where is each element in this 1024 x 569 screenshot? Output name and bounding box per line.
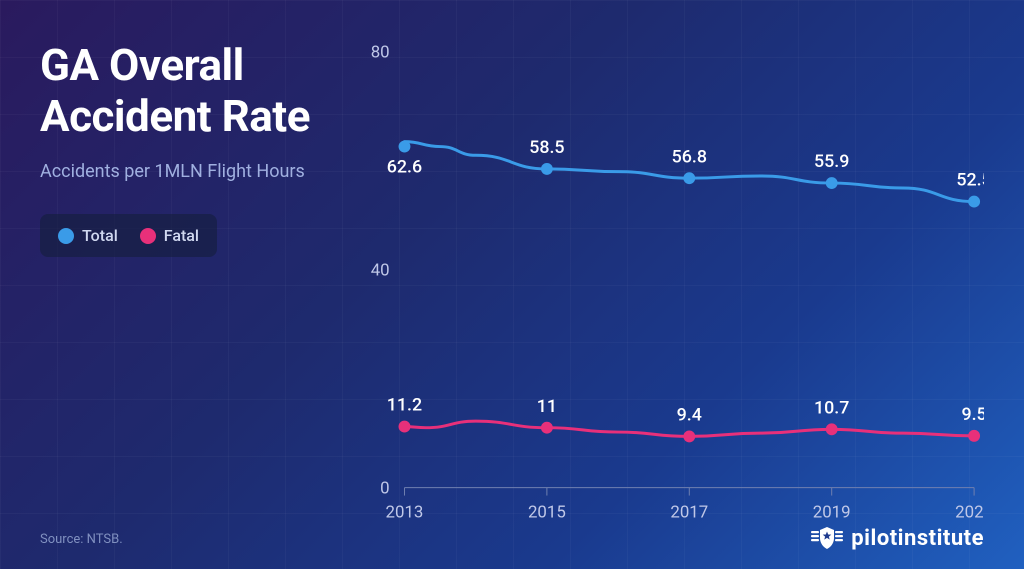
data-point-total (826, 177, 838, 189)
xtick-label: 2021 (955, 502, 984, 522)
data-point-total (541, 163, 553, 175)
brand-logo: pilotinstitute (811, 525, 984, 551)
legend-label-fatal: Fatal (164, 226, 199, 245)
xtick-label: 2015 (528, 502, 566, 522)
chart-subtitle: Accidents per 1MLN Flight Hours (40, 159, 340, 184)
data-label-total: 58.5 (529, 137, 564, 158)
legend-item-total: Total (58, 226, 118, 245)
wings-shield-icon (811, 525, 843, 551)
data-label-total: 55.9 (814, 151, 849, 172)
data-label-fatal: 11 (537, 396, 557, 417)
content-area: GA Overall Accident Rate Accidents per 1… (0, 0, 1024, 569)
legend-label-total: Total (82, 226, 118, 245)
data-point-fatal (399, 421, 411, 433)
data-point-total (399, 141, 411, 153)
data-point-total (968, 196, 980, 208)
data-point-fatal (683, 430, 695, 442)
chart-title: GA Overall Accident Rate (40, 40, 340, 141)
source-label: Source: NTSB. (40, 532, 123, 547)
data-label-fatal: 9.4 (677, 405, 702, 426)
ytick-label: 40 (371, 261, 390, 281)
chart-area: 0 40 80 2013 2015 2017 2019 2021 62.6 58.5 56.8 55.… (350, 40, 984, 539)
brand-text: pilotinstitute (851, 526, 984, 551)
data-label-total: 52.5 (956, 170, 984, 191)
xtick-label: 2013 (386, 502, 424, 522)
data-point-fatal (826, 423, 838, 435)
data-label-total: 62.6 (387, 156, 422, 177)
data-label-total: 56.8 (672, 146, 707, 167)
legend-dot-fatal (140, 228, 156, 244)
ytick-label: 80 (371, 43, 390, 63)
data-label-fatal: 11.2 (387, 395, 422, 416)
chart-svg: 0 40 80 2013 2015 2017 2019 2021 62.6 58.5 56.8 55.… (350, 40, 984, 539)
left-column: GA Overall Accident Rate Accidents per 1… (40, 40, 340, 539)
xtick-label: 2017 (670, 502, 708, 522)
data-label-fatal: 10.7 (814, 397, 849, 418)
xtick-label: 2019 (813, 502, 851, 522)
data-label-fatal: 9.5 (961, 404, 984, 425)
legend: Total Fatal (40, 214, 217, 257)
data-point-total (683, 172, 695, 184)
legend-item-fatal: Fatal (140, 226, 199, 245)
legend-dot-total (58, 228, 74, 244)
data-point-fatal (541, 422, 553, 434)
ytick-label: 0 (380, 479, 389, 499)
brand-name: pilotinstitute (851, 526, 984, 551)
data-point-fatal (968, 430, 980, 442)
